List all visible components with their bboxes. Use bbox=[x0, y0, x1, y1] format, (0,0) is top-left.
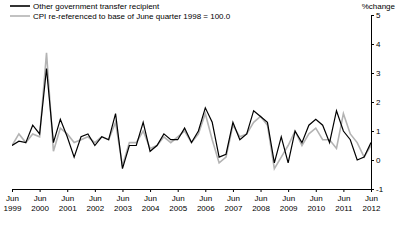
y-tick: 1 bbox=[371, 127, 381, 136]
x-tick-label: Jun2012 bbox=[363, 194, 381, 213]
x-axis: Jun1999 Jun2000 Jun2001 Jun2002 Jun2003 Jun20… bbox=[4, 189, 381, 213]
x-tick-label: Jun2011 bbox=[335, 194, 353, 213]
x-tick: Jun2003 bbox=[114, 189, 132, 213]
x-tick-mark bbox=[261, 189, 262, 192]
x-tick: Jun2000 bbox=[31, 189, 49, 213]
x-tick-label: Jun2000 bbox=[31, 194, 49, 213]
x-tick-mark bbox=[178, 189, 179, 192]
x-tick: Jun2001 bbox=[59, 189, 77, 213]
y-axis: -1012345 bbox=[371, 11, 384, 194]
x-tick-mark bbox=[205, 189, 206, 192]
legend-swatch bbox=[10, 15, 30, 17]
plot-area bbox=[12, 53, 371, 169]
y-tick-mark bbox=[371, 102, 374, 103]
x-tick-mark bbox=[288, 189, 289, 192]
y-tick-mark bbox=[371, 131, 374, 132]
y-tick: 2 bbox=[371, 98, 381, 107]
x-tick-mark bbox=[150, 189, 151, 192]
x-tick-label: Jun2001 bbox=[59, 194, 77, 213]
y-tick: 3 bbox=[371, 69, 381, 78]
y-tick: 4 bbox=[371, 40, 381, 49]
x-tick: Jun2007 bbox=[225, 189, 243, 213]
x-tick-mark bbox=[95, 189, 96, 192]
x-tick-mark bbox=[371, 189, 372, 192]
x-tick-label: Jun2008 bbox=[252, 194, 270, 213]
x-tick-mark bbox=[40, 189, 41, 192]
y-tick-label: 4 bbox=[376, 40, 381, 49]
x-tick: Jun2012 bbox=[363, 189, 381, 213]
y-tick-label: 3 bbox=[376, 69, 381, 78]
x-tick-mark bbox=[316, 189, 317, 192]
y-tick-mark bbox=[371, 160, 374, 161]
x-tick-mark bbox=[122, 189, 123, 192]
x-tick-label: Jun2009 bbox=[280, 194, 298, 213]
series-line bbox=[12, 53, 371, 169]
x-tick: Jun2009 bbox=[280, 189, 298, 213]
y-axis-title: %change bbox=[362, 2, 396, 11]
x-tick-label: Jun2007 bbox=[225, 194, 243, 213]
x-tick: Jun2005 bbox=[169, 189, 187, 213]
y-axis-line bbox=[372, 16, 375, 190]
legend: Other government transfer recipientCPI r… bbox=[10, 2, 231, 21]
x-tick: Jun2004 bbox=[142, 189, 160, 213]
y-tick-label: 2 bbox=[376, 98, 381, 107]
y-tick-mark bbox=[371, 15, 374, 16]
x-tick-label: Jun2003 bbox=[114, 194, 132, 213]
x-tick: Jun2008 bbox=[252, 189, 270, 213]
x-tick: Jun2002 bbox=[86, 189, 104, 213]
x-tick-label: Jun2010 bbox=[307, 194, 325, 213]
legend-swatch bbox=[10, 5, 30, 7]
x-tick-label: Jun2002 bbox=[86, 194, 104, 213]
x-tick-label: Jun2006 bbox=[197, 194, 215, 213]
x-tick-mark bbox=[343, 189, 344, 192]
y-tick: 5 bbox=[371, 11, 381, 20]
chart: -1012345Jun1999Jun2000Jun2001Jun2002Jun2… bbox=[0, 0, 397, 227]
y-tick-label: 0 bbox=[376, 156, 381, 165]
legend-label: CPI re-referenced to base of June quarte… bbox=[33, 12, 231, 21]
series-line bbox=[12, 69, 371, 169]
x-tick-mark bbox=[67, 189, 68, 192]
y-tick-label: 5 bbox=[376, 11, 381, 20]
y-tick-label: 1 bbox=[376, 127, 381, 136]
x-tick: Jun1999 bbox=[4, 189, 22, 213]
x-tick-mark bbox=[12, 189, 13, 192]
y-tick-mark bbox=[371, 44, 374, 45]
y-tick-mark bbox=[371, 73, 374, 74]
x-tick: Jun2010 bbox=[307, 189, 325, 213]
legend-label: Other government transfer recipient bbox=[33, 2, 160, 11]
y-tick: 0 bbox=[371, 156, 381, 165]
x-axis-line bbox=[13, 190, 372, 193]
x-tick-label: Jun2004 bbox=[142, 194, 160, 213]
x-tick-label: Jun2005 bbox=[169, 194, 187, 213]
x-tick-label: Jun1999 bbox=[4, 194, 22, 213]
x-tick: Jun2011 bbox=[335, 189, 353, 213]
x-tick-mark bbox=[233, 189, 234, 192]
x-tick: Jun2006 bbox=[197, 189, 215, 213]
